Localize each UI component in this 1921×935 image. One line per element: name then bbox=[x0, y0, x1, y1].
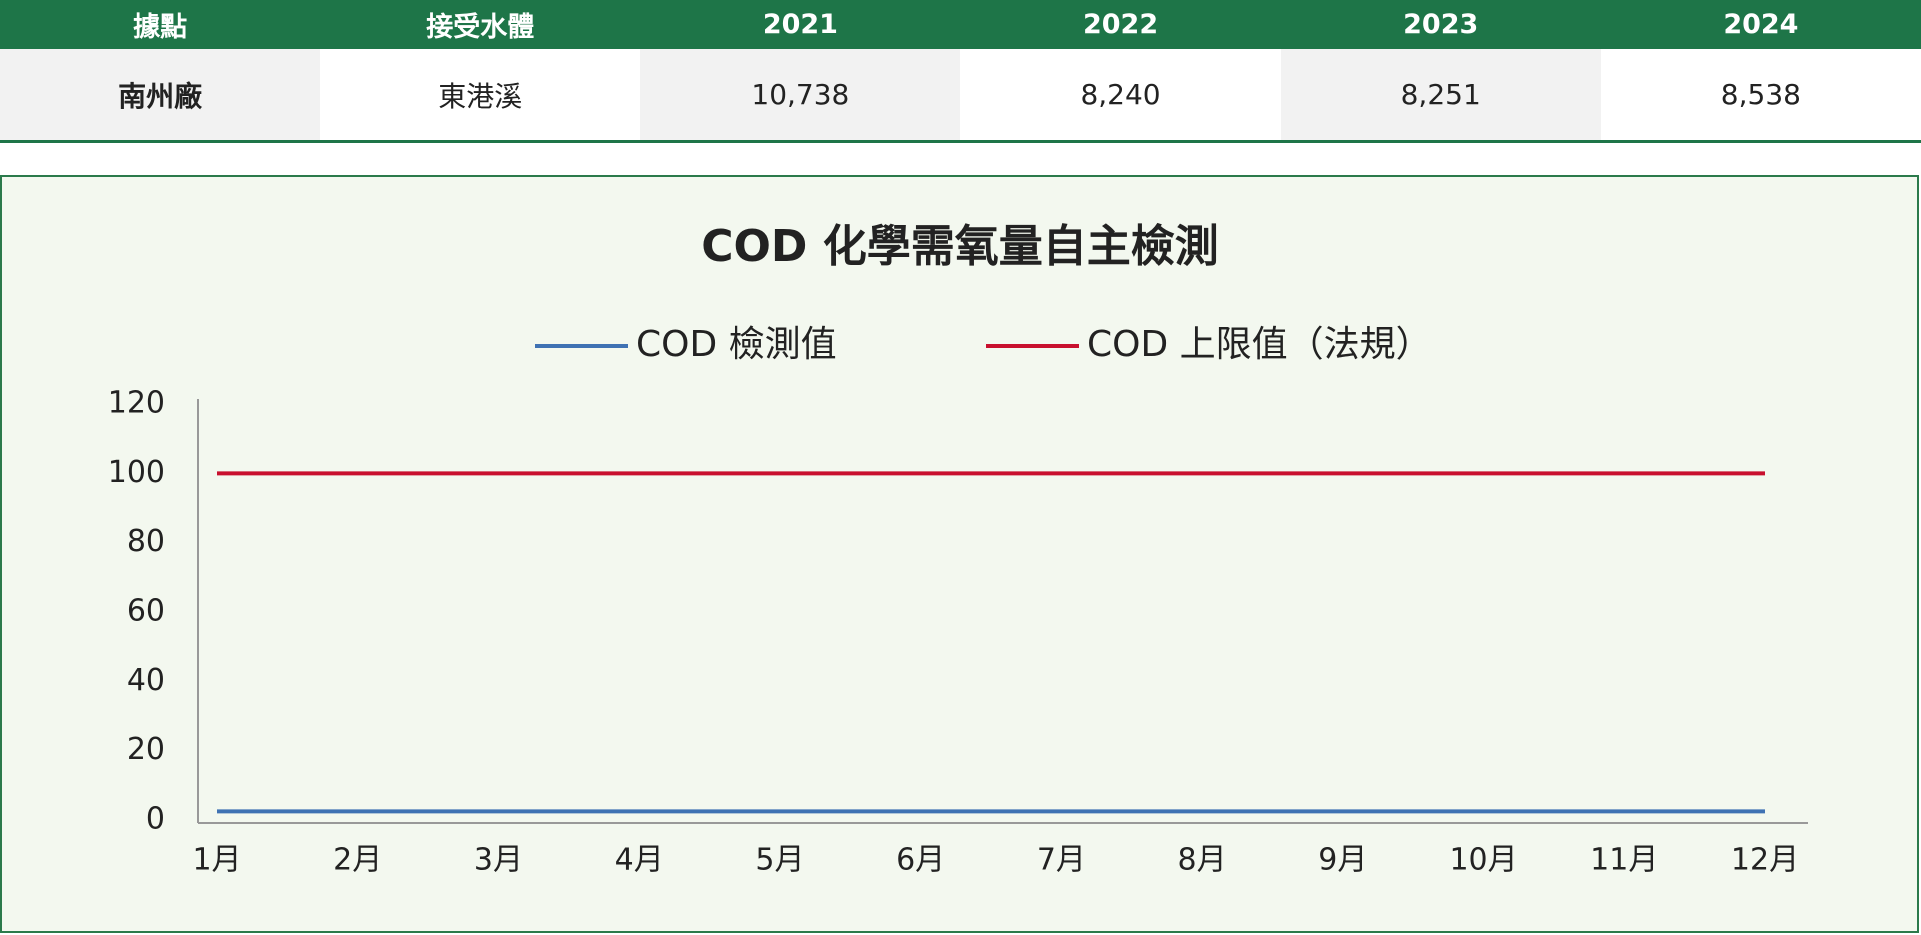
y-tick-label: 80 bbox=[127, 524, 165, 559]
y-tick-label: 60 bbox=[127, 594, 165, 629]
y-tick-label: 20 bbox=[127, 732, 165, 767]
y-tick-label: 120 bbox=[108, 386, 165, 421]
cell: 10,738 bbox=[640, 49, 961, 142]
header-cell: 2022 bbox=[960, 0, 1281, 49]
x-tick-label: 12月 bbox=[1731, 843, 1799, 878]
header-cell: 2024 bbox=[1600, 0, 1921, 49]
y-tick-label: 0 bbox=[146, 802, 165, 837]
x-tick-label: 3月 bbox=[474, 843, 523, 878]
x-tick-label: 11月 bbox=[1590, 843, 1658, 878]
data-row: 南州廠 東港溪 10,738 8,240 8,251 8,538 bbox=[0, 49, 1921, 142]
chart-frame bbox=[0, 175, 1919, 933]
x-tick-label: 10月 bbox=[1449, 843, 1517, 878]
legend-label: COD 上限值（法規） bbox=[1087, 324, 1432, 365]
legend-label: COD 檢測值 bbox=[636, 324, 837, 365]
x-tick-label: 1月 bbox=[192, 843, 241, 878]
header-cell: 2021 bbox=[640, 0, 961, 49]
cell: 8,251 bbox=[1280, 49, 1601, 142]
header-row: 據點 接受水體 2021 2022 2023 2024 bbox=[0, 0, 1921, 49]
x-tick-label: 6月 bbox=[896, 843, 945, 878]
x-tick-label: 8月 bbox=[1178, 843, 1227, 878]
header-cell: 接受水體 bbox=[320, 0, 641, 49]
x-tick-label: 7月 bbox=[1037, 843, 1086, 878]
x-tick-label: 9月 bbox=[1318, 843, 1367, 878]
y-tick-label: 100 bbox=[108, 455, 165, 490]
header-cell: 2023 bbox=[1280, 0, 1601, 49]
data-table: 據點 接受水體 2021 2022 2023 2024 南州廠 東港溪 10,7… bbox=[0, 0, 1921, 143]
cell: 南州廠 bbox=[0, 49, 321, 142]
cell: 東港溪 bbox=[438, 79, 523, 113]
y-tick-label: 40 bbox=[127, 663, 165, 698]
cell: 8,538 bbox=[1720, 78, 1801, 111]
x-tick-label: 5月 bbox=[755, 843, 804, 878]
cell: 8,240 bbox=[1080, 78, 1161, 111]
x-tick-label: 2月 bbox=[333, 843, 382, 878]
x-tick-label: 4月 bbox=[615, 843, 664, 878]
header-cell: 據點 bbox=[0, 0, 321, 49]
chart: COD 化學需氧量自主檢測 COD 檢測值 COD 上限值（法規） 0 20 40 60 8… bbox=[0, 175, 1919, 933]
chart-title: COD 化學需氧量自主檢測 bbox=[701, 221, 1219, 272]
